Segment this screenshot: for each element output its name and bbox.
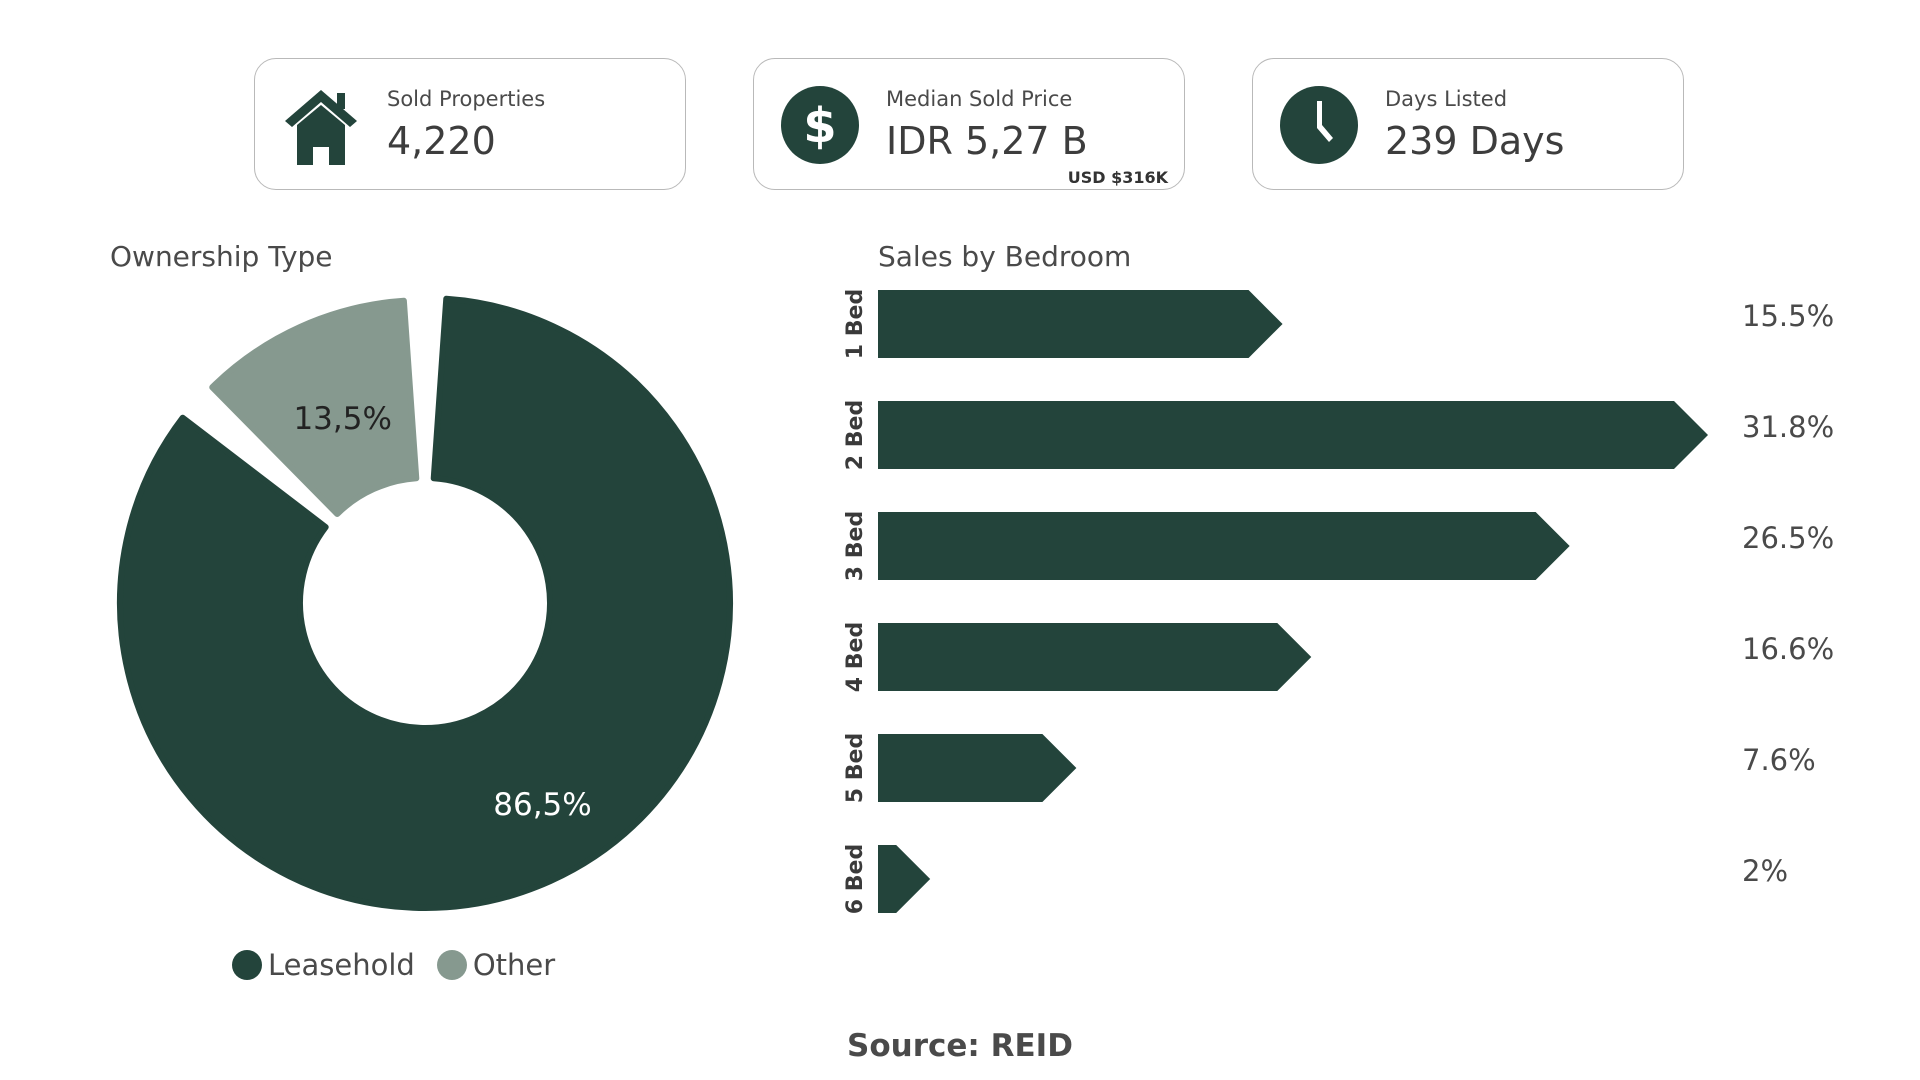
svg-text:$: $ bbox=[803, 98, 836, 154]
dollar-icon: $ bbox=[781, 86, 859, 164]
bar-value-label: 31.8% bbox=[1742, 410, 1834, 444]
bar-category-label: 2 Bed bbox=[843, 400, 868, 470]
bar-category-label: 3 Bed bbox=[843, 511, 868, 581]
median-price-label: Median Sold Price bbox=[886, 87, 1073, 111]
kpi-card-days-listed: Days Listed 239 Days bbox=[1252, 58, 1684, 190]
sold-properties-label: Sold Properties bbox=[387, 87, 546, 111]
legend-item-other: Other bbox=[436, 948, 556, 982]
bar-category-label: 6 Bed bbox=[843, 844, 868, 914]
bar-value-label: 15.5% bbox=[1742, 299, 1834, 333]
legend-label-other: Other bbox=[472, 948, 556, 982]
sold-properties-value: 4,220 bbox=[387, 119, 496, 163]
house-icon bbox=[285, 90, 357, 165]
bar-6-bed bbox=[878, 845, 931, 913]
median-price-value: IDR 5,27 B bbox=[886, 119, 1088, 163]
ownership-legend: Leasehold Other bbox=[232, 948, 555, 982]
bar-5-bed bbox=[878, 734, 1077, 802]
legend-item-leasehold: Leasehold bbox=[232, 948, 415, 982]
bar-value-label: 16.6% bbox=[1742, 632, 1834, 666]
bar-1-bed bbox=[878, 290, 1283, 358]
bar-category-label: 1 Bed bbox=[843, 289, 868, 359]
bar-category-label: 4 Bed bbox=[843, 622, 868, 692]
kpi-card-sold-properties: Sold Properties 4,220 bbox=[254, 58, 686, 190]
bar-2-bed bbox=[878, 401, 1708, 469]
clock-icon bbox=[1280, 86, 1358, 164]
donut-label-other: 13,5% bbox=[293, 401, 391, 437]
kpi-card-median-price: $ Median Sold Price IDR 5,27 B USD $316K bbox=[753, 58, 1185, 190]
donut-slice-other bbox=[209, 297, 420, 517]
donut-slice-leasehold bbox=[117, 295, 733, 911]
bar-category-label: 5 Bed bbox=[843, 733, 868, 803]
donut-label-leasehold: 86,5% bbox=[493, 787, 591, 823]
legend-swatch-other bbox=[436, 950, 467, 980]
bedroom-bar-chart: 1 Bed 15.5% 2 Bed 31.8% 3 Bed 26.5% 4 Bed 16.6%… bbox=[843, 289, 1834, 914]
median-price-usd: USD $316K bbox=[1067, 168, 1168, 187]
legend-label-leasehold: Leasehold bbox=[268, 948, 415, 982]
source-note: Source: REID bbox=[847, 1028, 1073, 1064]
ownership-donut-chart: 86,5% 13,5% bbox=[117, 295, 733, 911]
bedroom-chart-title: Sales by Bedroom bbox=[878, 240, 1132, 273]
bar-3-bed bbox=[878, 512, 1570, 580]
days-listed-value: 239 Days bbox=[1385, 119, 1565, 163]
bar-value-label: 26.5% bbox=[1742, 521, 1834, 555]
ownership-chart-title: Ownership Type bbox=[110, 240, 333, 273]
legend-swatch-leasehold bbox=[232, 950, 262, 980]
bar-4-bed bbox=[878, 623, 1312, 691]
bar-value-label: 2% bbox=[1742, 854, 1788, 888]
bar-value-label: 7.6% bbox=[1742, 743, 1816, 777]
days-listed-label: Days Listed bbox=[1385, 87, 1508, 111]
